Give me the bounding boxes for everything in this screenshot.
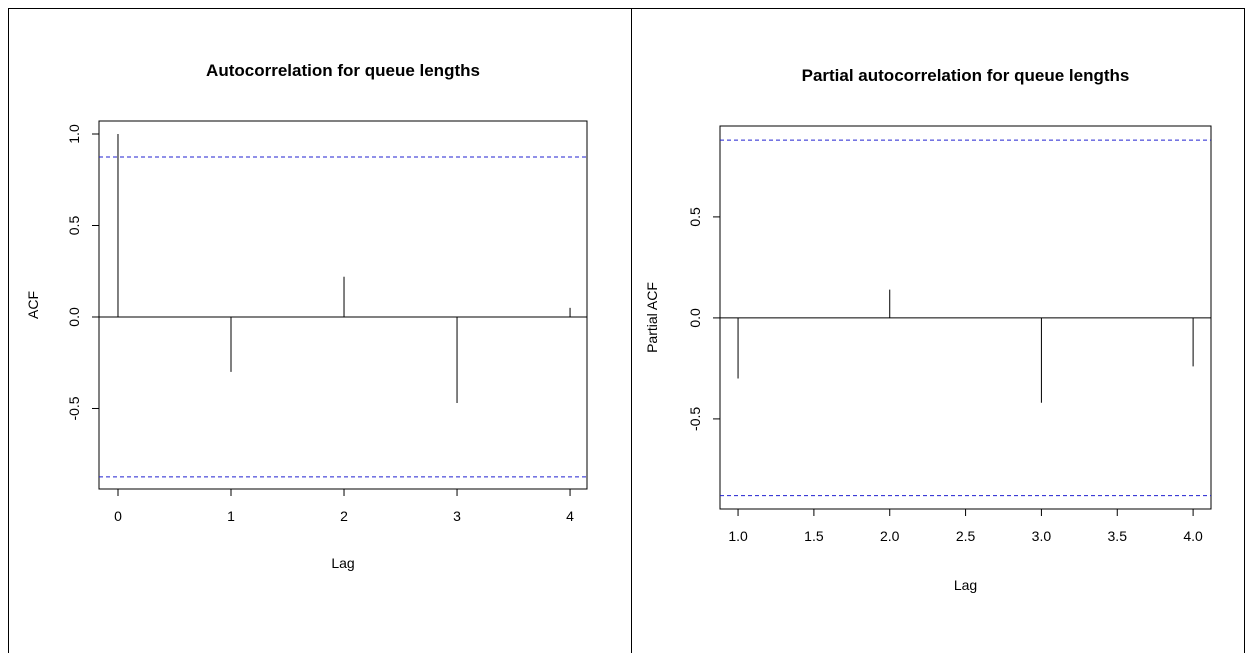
y-tick-label: -0.5 [687,407,703,431]
x-tick-label: 2.5 [956,528,976,544]
x-tick-label: 1 [227,508,235,524]
y-tick-label: 0.0 [66,307,82,327]
x-tick-label: 2.0 [880,528,900,544]
y-tick-label: 1.0 [66,124,82,144]
chart-title: Autocorrelation for queue lengths [206,61,480,80]
y-tick-label: -0.5 [66,396,82,420]
chart-title: Partial autocorrelation for queue length… [802,66,1130,85]
y-tick-label: 0.5 [687,207,703,227]
x-tick-label: 2 [340,508,348,524]
y-tick-label: 0.5 [66,216,82,236]
x-tick-label: 3 [453,508,461,524]
y-axis-label: ACF [25,291,41,319]
y-axis-label: Partial ACF [644,282,660,353]
frame [8,8,1245,658]
x-tick-label: 0 [114,508,122,524]
x-tick-label: 4 [566,508,574,524]
x-tick-label: 4.0 [1183,528,1203,544]
y-tick-label: 0.0 [687,308,703,328]
x-tick-label: 3.5 [1108,528,1128,544]
x-axis-label: Lag [331,555,354,571]
x-tick-label: 3.0 [1032,528,1052,544]
plot-box [98,120,588,490]
x-axis-label: Lag [954,577,977,593]
x-tick-label: 1.5 [804,528,824,544]
x-tick-label: 1.0 [728,528,748,544]
